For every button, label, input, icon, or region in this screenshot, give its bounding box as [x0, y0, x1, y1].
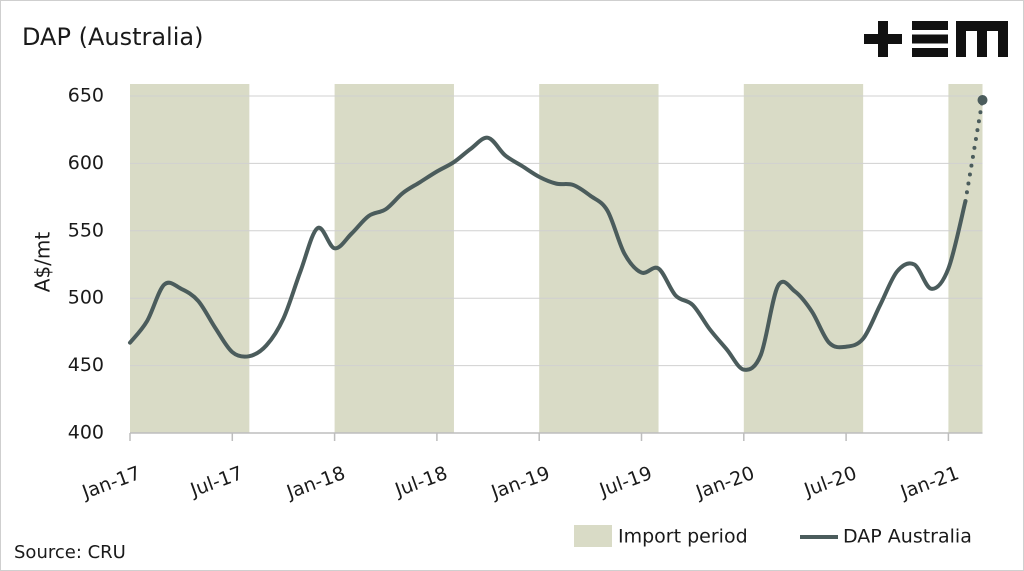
logo [864, 21, 1008, 57]
import-period [130, 84, 250, 433]
import-period [743, 84, 864, 433]
import-period [539, 84, 659, 433]
legend-label: DAP Australia [843, 526, 972, 548]
y-tick-label: 400 [68, 422, 104, 444]
y-tick-label: 600 [68, 152, 104, 174]
chart-title: DAP (Australia) [22, 23, 203, 51]
series-line [128, 135, 968, 372]
legend-label: Import period [618, 526, 748, 548]
y-tick-label: 650 [68, 85, 104, 107]
y-tick-label: 450 [68, 354, 104, 376]
import-period [334, 84, 454, 433]
source: Source: CRU [14, 542, 126, 563]
y-tick-label: 550 [68, 219, 104, 241]
projection-point [977, 95, 988, 106]
series-line [963, 98, 985, 204]
y-axis-label: A$/mt [31, 232, 55, 293]
legend-swatch [574, 525, 612, 547]
import-period [948, 84, 983, 433]
y-tick-label: 500 [68, 287, 104, 309]
